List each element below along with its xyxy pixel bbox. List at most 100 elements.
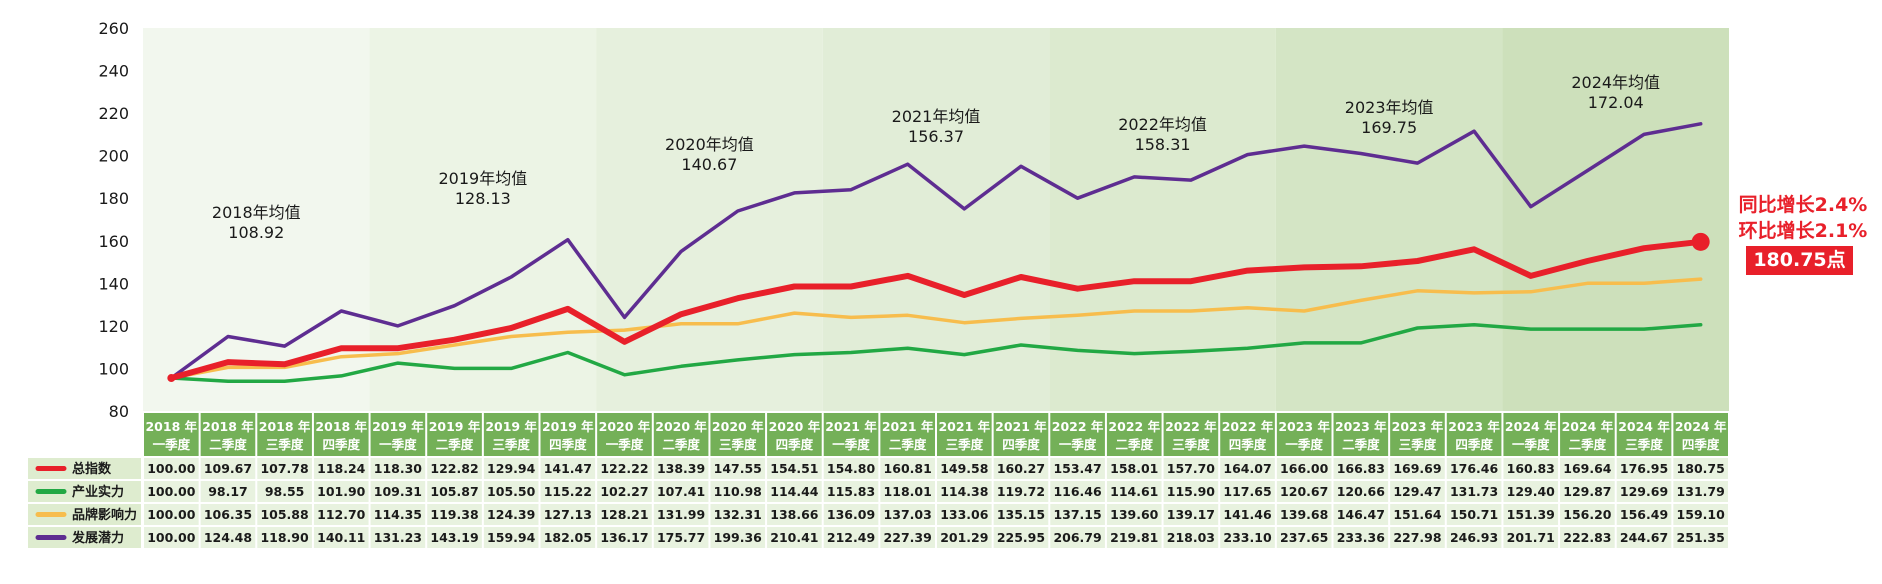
- header-cell: [1446, 413, 1502, 456]
- table-cell: [823, 504, 879, 525]
- header-quarter-label: 二季度: [1342, 437, 1380, 452]
- table-cell-value: 140.11: [317, 530, 365, 545]
- header-quarter-label: 四季度: [1682, 437, 1720, 452]
- table-cell: [937, 458, 992, 479]
- header-year-label: 2021 年: [882, 419, 934, 434]
- table-cell-value: 201.29: [940, 530, 988, 545]
- header-year-label: 2023 年: [1448, 419, 1500, 434]
- header-quarter-label: 二季度: [209, 437, 247, 452]
- table-cell-value: 156.49: [1620, 507, 1668, 522]
- table-cell: [653, 481, 709, 502]
- table-cell: [1390, 527, 1445, 548]
- annual-average-value: 172.04: [1587, 92, 1644, 112]
- latest-value-badge: 180.75点: [1746, 246, 1853, 275]
- table-cell: [767, 458, 822, 479]
- header-quarter-label: 三季度: [946, 437, 984, 452]
- table-cell: [257, 527, 312, 548]
- table-cell-value: 120.67: [1280, 484, 1328, 499]
- series-line: [169, 122, 1703, 380]
- table-cell: [823, 527, 879, 548]
- header-cell: [313, 413, 369, 456]
- table-cell: [200, 527, 256, 548]
- table-cell: [597, 481, 652, 502]
- table-cell: [1050, 504, 1105, 525]
- table-cell: [880, 504, 935, 525]
- table-cell-value: 150.71: [1450, 507, 1498, 522]
- header-year-label: 2018 年: [315, 419, 367, 434]
- table-cell-value: 116.46: [1053, 484, 1102, 499]
- table-cell-value: 129.94: [487, 461, 536, 476]
- y-tick-label: 180: [98, 189, 129, 208]
- header-cell: [653, 413, 709, 456]
- table-cell-value: 127.13: [544, 507, 592, 522]
- table-cell: [144, 458, 199, 479]
- row-label-cell: [28, 458, 141, 479]
- table-cell-value: 129.47: [1393, 484, 1441, 499]
- table-cell: [1106, 527, 1162, 548]
- table-cell: [200, 481, 256, 502]
- table-cell: [427, 504, 482, 525]
- header-quarter-label: 四季度: [1002, 437, 1040, 452]
- table-cell-value: 122.22: [600, 461, 648, 476]
- header-cell: [427, 413, 482, 456]
- table-cell-value: 129.40: [1507, 484, 1556, 499]
- table-cell: [200, 458, 256, 479]
- table-cell: [880, 527, 935, 548]
- table-cell: [993, 458, 1049, 479]
- table-cell: [1616, 527, 1672, 548]
- header-cell: [540, 413, 596, 456]
- table-cell-value: 131.23: [374, 530, 422, 545]
- table-cell: [1503, 481, 1559, 502]
- table-cell: [710, 527, 766, 548]
- table-cell-value: 218.03: [1167, 530, 1215, 545]
- table-cell-value: 105.87: [430, 484, 478, 499]
- table-cell-value: 114.35: [374, 507, 422, 522]
- table-cell: [1446, 504, 1502, 525]
- table-cell-value: 199.36: [714, 530, 763, 545]
- header-year-label: 2024 年: [1505, 419, 1557, 434]
- header-quarter-label: 一季度: [379, 437, 417, 452]
- y-tick-label: 260: [98, 19, 129, 38]
- table-cell-value: 153.47: [1053, 461, 1101, 476]
- legend-label: 总指数: [72, 461, 112, 477]
- header-cell: [1390, 413, 1445, 456]
- header-year-label: 2020 年: [712, 419, 764, 434]
- header-quarter-label: 四季度: [1455, 437, 1493, 452]
- table-cell-value: 117.65: [1223, 484, 1271, 499]
- table-cell: [767, 481, 822, 502]
- legend-label: 品牌影响力: [72, 507, 137, 523]
- table-cell-value: 151.39: [1507, 507, 1555, 522]
- table-cell-value: 233.36: [1337, 530, 1386, 545]
- table-cell-value: 143.19: [430, 530, 478, 545]
- table-cell: [144, 527, 199, 548]
- table-cell-value: 105.50: [487, 484, 536, 499]
- table-cell: [1503, 527, 1559, 548]
- annual-average-value: 108.92: [228, 222, 285, 242]
- table-cell-value: 124.39: [487, 507, 535, 522]
- table-cell-value: 182.05: [544, 530, 592, 545]
- table-cell: [767, 504, 822, 525]
- table-cell: [1106, 458, 1162, 479]
- table-cell: [1276, 481, 1332, 502]
- table-cell: [1333, 458, 1389, 479]
- table-cell: [597, 527, 652, 548]
- table-cell-value: 149.58: [940, 461, 988, 476]
- table-cell-value: 146.47: [1337, 507, 1385, 522]
- y-tick-label: 200: [98, 147, 129, 166]
- table-cell-value: 139.17: [1167, 507, 1215, 522]
- annual-average-label: 2022年均值 158.31: [1118, 115, 1207, 155]
- table-cell: [767, 527, 822, 548]
- header-cell: [1220, 413, 1275, 456]
- table-cell: [1276, 458, 1332, 479]
- header-cell: [880, 413, 935, 456]
- table-cell-value: 107.41: [657, 484, 705, 499]
- annual-average-value: 158.31: [1134, 135, 1191, 155]
- series-start-point: [167, 374, 176, 383]
- table-cell-value: 222.83: [1563, 530, 1611, 545]
- header-quarter-label: 一季度: [606, 437, 644, 452]
- header-year-label: 2019 年: [372, 419, 424, 434]
- table-cell: [710, 458, 766, 479]
- table-cell-value: 201.71: [1507, 530, 1555, 545]
- table-cell: [880, 458, 935, 479]
- header-quarter-label: 一季度: [153, 437, 191, 452]
